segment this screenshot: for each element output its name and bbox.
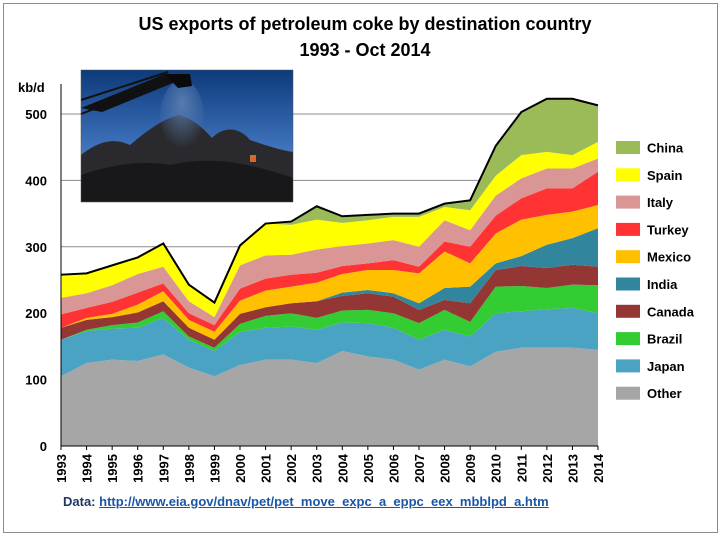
x-tick-label-2003: 2003 (310, 454, 325, 483)
legend-item-italy: Italy (616, 195, 674, 210)
area-china (61, 98, 598, 303)
x-tick-labels: 1993 1994 1995 1996 1997 1998 1999 2000 2001 2002… (54, 453, 606, 483)
legend-label-japan: Japan (647, 359, 685, 374)
legend-item-turkey: Turkey (616, 222, 689, 237)
x-tick-label-1997: 1997 (156, 454, 171, 483)
x-tick-label-2001: 2001 (259, 454, 274, 483)
x-tick-label-2006: 2006 (386, 454, 401, 483)
legend-item-other: Other (616, 386, 682, 401)
axes (60, 84, 599, 450)
legend-label-india: India (647, 277, 678, 292)
coke-loading-photo (80, 69, 294, 203)
area-series-group (60, 97, 599, 446)
y-tick-labels: 0 100 200 300 400 500 (25, 107, 47, 454)
y-tick-label-0: 0 (40, 439, 47, 454)
legend-item-japan: Japan (616, 359, 685, 374)
data-source-link[interactable]: http://www.eia.gov/dnav/pet/pet_move_exp… (99, 494, 549, 509)
x-tick-label-2011: 2011 (514, 454, 529, 482)
legend-label-canada: Canada (647, 304, 695, 319)
x-tick-label-2000: 2000 (233, 454, 248, 483)
data-source-label: Data: (63, 494, 96, 509)
area-spain (61, 141, 598, 318)
x-tick-label-2002: 2002 (284, 454, 299, 483)
legend-label-italy: Italy (647, 195, 674, 210)
x-tick-label-1999: 1999 (207, 454, 222, 483)
legend-swatch-japan (616, 359, 640, 373)
legend-swatch-spain (616, 168, 640, 182)
total-line (60, 97, 599, 305)
x-tick-label-2014: 2014 (591, 453, 606, 483)
legend-item-spain: Spain (616, 168, 682, 183)
legend-label-mexico: Mexico (647, 250, 691, 265)
legend-swatch-india (616, 277, 640, 291)
legend-swatch-turkey (616, 222, 640, 236)
area-canada (61, 264, 598, 348)
chart-subtitle: 1993 - Oct 2014 (299, 40, 430, 60)
legend-swatch-brazil (616, 332, 640, 346)
x-tick-label-1993: 1993 (54, 454, 69, 483)
x-tick-label-2004: 2004 (335, 453, 350, 483)
legend-item-china: China (616, 141, 684, 156)
y-tick-label-300: 300 (25, 240, 47, 255)
y-tick-label-200: 200 (25, 306, 47, 321)
x-tick-label-2007: 2007 (412, 454, 427, 483)
x-tick-label-2013: 2013 (565, 454, 580, 483)
area-brazil (61, 284, 598, 352)
x-tick-label-1998: 1998 (182, 454, 197, 483)
legend-label-china: China (647, 141, 684, 156)
legend-label-spain: Spain (647, 168, 682, 183)
x-tick-label-2008: 2008 (438, 454, 453, 483)
x-tick-label-2012: 2012 (540, 454, 555, 483)
legend-item-brazil: Brazil (616, 332, 682, 347)
y-tick-label-400: 400 (25, 173, 47, 188)
area-italy (61, 158, 598, 326)
x-tick-label-2009: 2009 (463, 454, 478, 483)
area-japan (61, 307, 598, 377)
x-tick-label-1996: 1996 (131, 454, 146, 483)
legend: China Spain Italy Turkey Mexico India Canada Br… (616, 141, 695, 401)
legend-item-mexico: Mexico (616, 250, 691, 265)
legend-item-canada: Canada (616, 304, 695, 319)
y-tick-label-100: 100 (25, 373, 47, 388)
legend-swatch-canada (616, 304, 640, 318)
data-source: Data: http://www.eia.gov/dnav/pet/pet_mo… (63, 494, 549, 509)
legend-swatch-italy (616, 195, 640, 209)
legend-item-india: India (616, 277, 678, 292)
y-tick-label-500: 500 (25, 107, 47, 122)
area-mexico (61, 204, 598, 340)
x-tick-label-1995: 1995 (105, 454, 120, 483)
x-tick-label-1994: 1994 (80, 453, 95, 483)
legend-swatch-mexico (616, 250, 640, 264)
legend-label-turkey: Turkey (647, 222, 689, 237)
chart-title: US exports of petroleum coke by destinat… (138, 14, 591, 34)
legend-label-brazil: Brazil (647, 332, 682, 347)
legend-label-other: Other (647, 386, 682, 401)
legend-swatch-other (616, 386, 640, 400)
x-tick-label-2005: 2005 (361, 454, 376, 483)
y-axis-label: kb/d (18, 80, 45, 95)
area-other (61, 347, 598, 446)
legend-swatch-china (616, 141, 640, 154)
x-tick-label-2010: 2010 (489, 454, 504, 483)
